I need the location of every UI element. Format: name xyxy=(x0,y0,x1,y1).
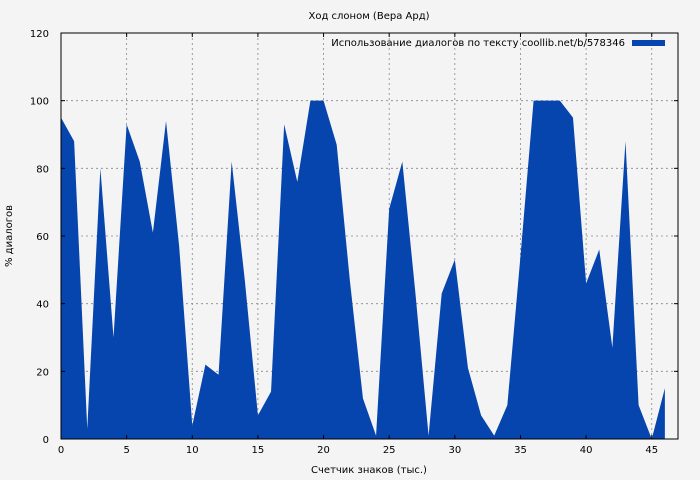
x-tick-label: 40 xyxy=(580,445,593,456)
chart-title: Ход слоном (Вера Ард) xyxy=(308,11,429,22)
legend-label: Использование диалогов по тексту coollib… xyxy=(331,38,625,49)
x-tick-label: 15 xyxy=(252,445,265,456)
axis-ticks: 0 5 10 15 20 25 30 35 40 45 0 20 40 60 80 100 120 xyxy=(30,29,678,456)
series-area xyxy=(61,100,665,440)
y-tick-label: 20 xyxy=(36,367,49,378)
x-tick-label: 20 xyxy=(317,445,330,456)
x-tick-label: 45 xyxy=(645,445,658,456)
y-tick-label: 0 xyxy=(43,435,49,446)
y-tick-label: 40 xyxy=(36,300,49,311)
x-axis-label: Счетчик знаков (тыс.) xyxy=(311,465,427,476)
y-axis-label: % диалогов xyxy=(4,205,15,267)
y-tick-label: 60 xyxy=(36,232,49,243)
legend-swatch xyxy=(632,40,665,46)
x-tick-label: 5 xyxy=(123,445,129,456)
y-tick-label: 80 xyxy=(36,164,49,175)
legend: Использование диалогов по тексту coollib… xyxy=(331,38,665,49)
x-tick-label: 10 xyxy=(186,445,199,456)
x-tick-label: 35 xyxy=(514,445,527,456)
x-tick-label: 25 xyxy=(383,445,396,456)
y-tick-label: 120 xyxy=(30,29,49,40)
x-tick-label: 30 xyxy=(448,445,461,456)
y-tick-label: 100 xyxy=(30,97,49,108)
x-tick-label: 0 xyxy=(58,445,64,456)
